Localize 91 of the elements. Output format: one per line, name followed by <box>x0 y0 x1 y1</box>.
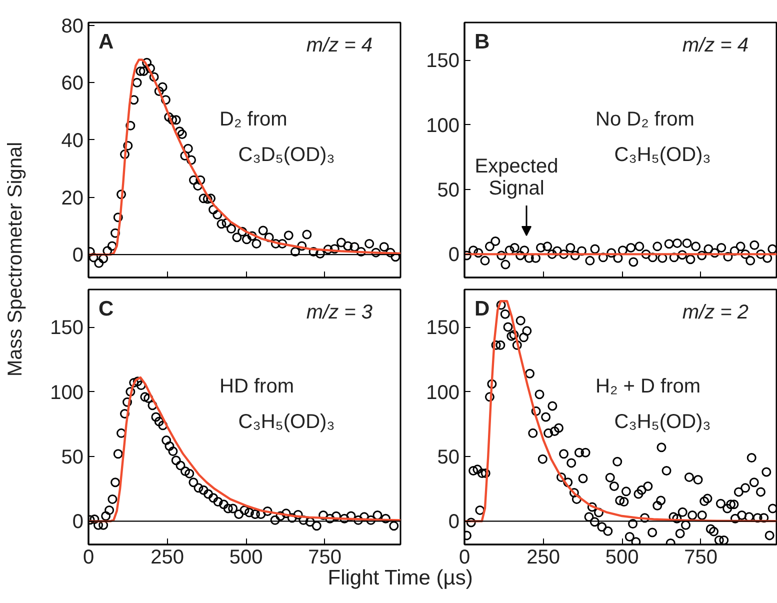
x-tick-label: 750 <box>308 546 342 568</box>
point <box>669 252 679 262</box>
annotation: A <box>98 30 114 54</box>
annotation: m/z = 4 <box>306 34 373 56</box>
point <box>723 252 733 262</box>
point <box>510 242 520 252</box>
point <box>490 236 500 246</box>
point <box>716 242 726 252</box>
y-tick-label: 0 <box>72 244 84 267</box>
point <box>634 242 644 252</box>
point <box>496 250 506 260</box>
annotation: m/z = 2 <box>682 302 749 324</box>
point <box>756 249 766 259</box>
point <box>613 253 623 263</box>
point <box>697 250 707 260</box>
point <box>652 242 662 252</box>
point <box>468 246 478 256</box>
point <box>682 238 692 248</box>
y-tick-label: 50 <box>437 179 460 202</box>
y-tick-label: 60 <box>61 72 84 95</box>
y-tick-label: 0 <box>448 511 460 534</box>
point <box>598 252 608 262</box>
point <box>648 252 658 262</box>
point <box>626 242 636 252</box>
point <box>542 242 552 252</box>
y-tick-label: 50 <box>437 446 460 468</box>
y-tick-label: 100 <box>426 382 460 404</box>
annotation: No D₂ from <box>596 108 694 130</box>
annotation: HD from <box>220 375 294 398</box>
point <box>704 244 714 254</box>
annotation: C₃H₅(OD)₃ <box>614 144 711 166</box>
point <box>762 253 772 263</box>
point <box>566 242 576 252</box>
point <box>590 244 600 254</box>
point <box>516 250 526 260</box>
point <box>484 242 494 252</box>
point <box>678 250 688 260</box>
y-tick-label: 0 <box>448 244 460 266</box>
point <box>691 242 701 252</box>
x-tick-label: 500 <box>605 546 639 568</box>
point <box>710 248 720 258</box>
point <box>530 253 540 263</box>
point <box>746 256 756 266</box>
point <box>474 248 484 258</box>
point <box>500 260 510 270</box>
annotation: C <box>98 298 114 320</box>
point <box>641 249 651 259</box>
point <box>658 253 668 263</box>
annotation: C₃H₅(OD)₃ <box>614 411 711 434</box>
annotation: B <box>474 30 490 54</box>
point <box>606 248 616 258</box>
x-tick-label: 500 <box>229 546 263 568</box>
point <box>480 256 490 266</box>
annotation: Expected Signal <box>474 156 558 200</box>
point <box>570 250 580 260</box>
annotation: H₂ + D from <box>596 375 701 398</box>
x-tick-label: 750 <box>684 546 718 568</box>
point <box>664 239 674 249</box>
y-tick-label: 50 <box>61 446 84 468</box>
point <box>750 240 760 250</box>
y-tick-label: 20 <box>61 187 84 210</box>
point <box>585 256 595 266</box>
y-tick-label: 150 <box>50 317 84 340</box>
y-tick-label: 100 <box>50 382 84 404</box>
point <box>686 254 696 264</box>
y-axis-title: Mass Spectrometer Signal <box>4 142 26 377</box>
y-tick-label: 100 <box>426 114 460 137</box>
point <box>740 249 750 259</box>
point <box>559 249 569 259</box>
y-tick-label: 150 <box>426 50 460 72</box>
annotation: C₃D₅(OD)₃ <box>238 144 335 166</box>
point <box>547 249 557 259</box>
point <box>672 238 682 248</box>
annotation: D <box>474 298 490 320</box>
x-tick-label: 250 <box>526 546 560 568</box>
y-tick-label: 150 <box>426 317 460 340</box>
annotation: m/z = 3 <box>306 302 373 324</box>
y-tick-label: 0 <box>72 511 84 534</box>
annotation: D₂ from <box>220 108 288 130</box>
x-tick-label: 250 <box>150 546 184 568</box>
point <box>536 242 546 252</box>
y-tick-label: 40 <box>61 130 84 152</box>
point <box>628 257 638 267</box>
y-tick-label: 80 <box>61 15 84 38</box>
x-axis-title: Flight Time (µs) <box>328 566 473 590</box>
point <box>736 242 746 252</box>
point <box>618 246 628 256</box>
annotation: C₃H₅(OD)₃ <box>238 411 335 434</box>
annotation: m/z = 4 <box>682 34 749 56</box>
point <box>768 244 776 254</box>
point <box>504 246 514 256</box>
